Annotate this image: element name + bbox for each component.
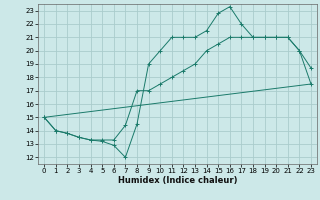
X-axis label: Humidex (Indice chaleur): Humidex (Indice chaleur) xyxy=(118,176,237,185)
